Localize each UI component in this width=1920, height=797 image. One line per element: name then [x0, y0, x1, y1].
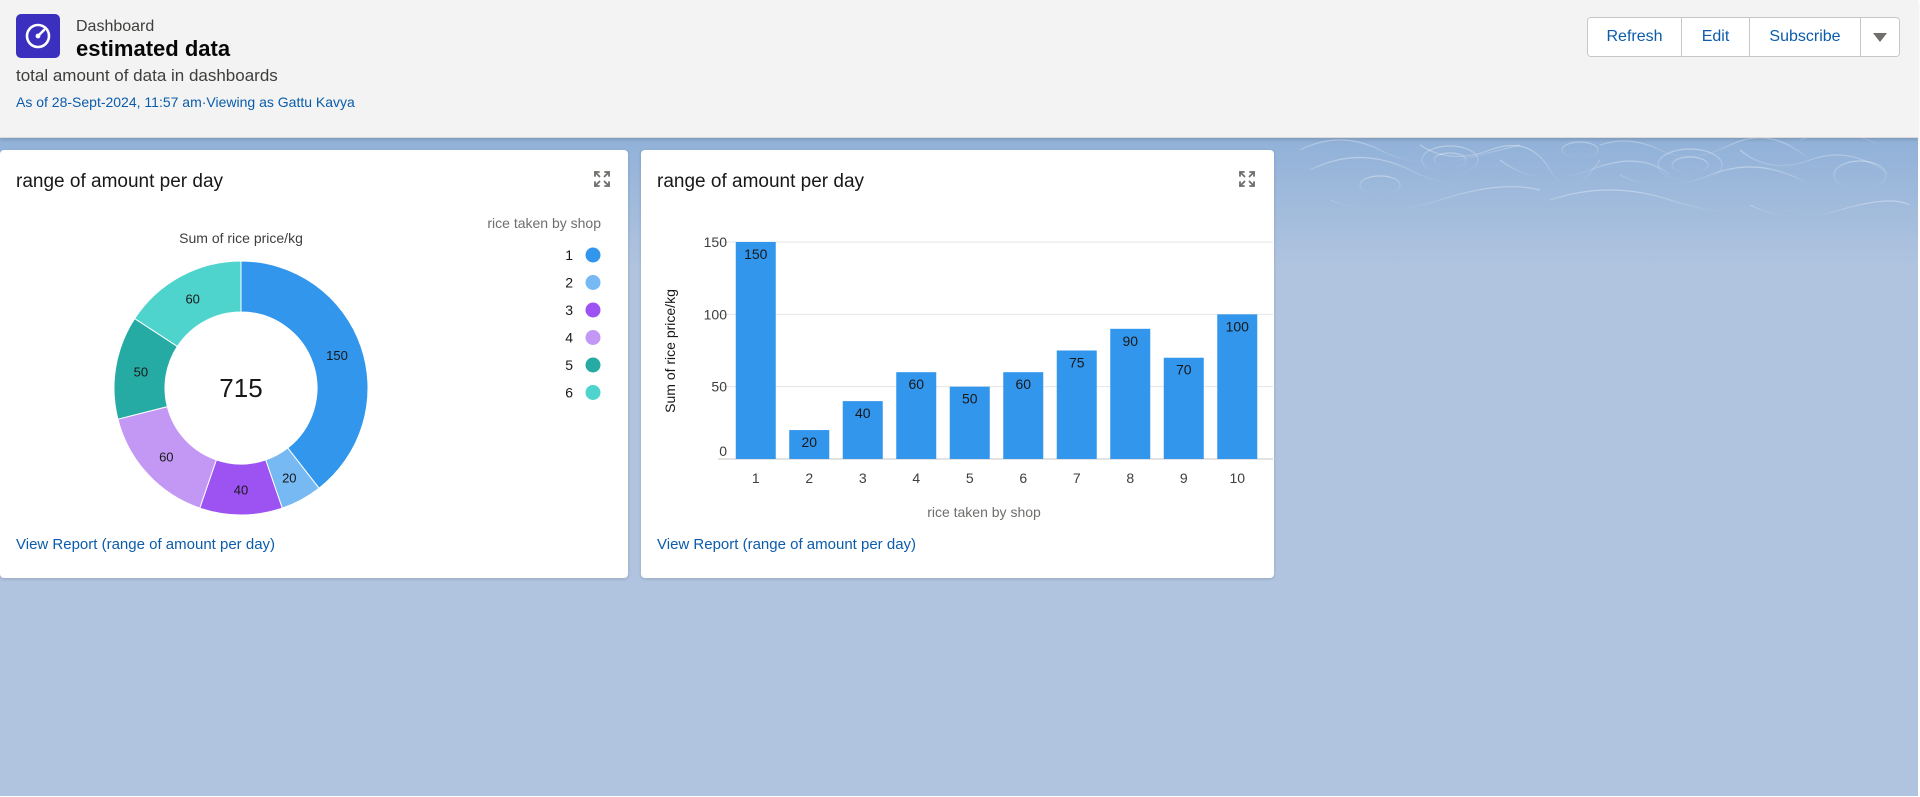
- x-tick-label: 4: [912, 470, 920, 486]
- bar-value-label: 150: [744, 246, 768, 262]
- legend-swatch[interactable]: [585, 302, 601, 318]
- bar-8[interactable]: [1110, 328, 1151, 459]
- more-actions-button[interactable]: [1861, 18, 1899, 56]
- slice-value-label: 60: [159, 450, 173, 465]
- expand-icon[interactable]: [1238, 170, 1256, 188]
- legend-swatch[interactable]: [585, 385, 601, 400]
- expand-icon[interactable]: [593, 170, 611, 188]
- x-tick-label: 2: [805, 470, 813, 486]
- bar-2[interactable]: [789, 430, 830, 459]
- bar-value-label: 70: [1176, 362, 1192, 378]
- dashboard-header: Dashboard estimated data total amount of…: [0, 0, 1918, 138]
- slice-value-label: 60: [185, 292, 199, 307]
- slice-value-label: 20: [282, 470, 296, 485]
- bar-1[interactable]: [735, 242, 776, 459]
- bar-10[interactable]: [1217, 314, 1258, 459]
- view-report-link[interactable]: View Report (range of amount per day): [16, 536, 276, 553]
- legend-item-label: 6: [565, 385, 573, 401]
- x-tick-label: 3: [859, 470, 867, 486]
- bar-4[interactable]: [896, 372, 937, 459]
- legend-swatch[interactable]: [585, 330, 601, 345]
- bar-value-label: 20: [801, 434, 817, 450]
- bar-7[interactable]: [1056, 350, 1097, 460]
- chevron-down-icon: [1873, 32, 1887, 42]
- bar-value-label: 50: [962, 391, 978, 407]
- y-axis-label: Sum of rice price/kg: [662, 289, 678, 413]
- edit-button[interactable]: Edit: [1682, 18, 1750, 56]
- dashboard-title: estimated data: [76, 36, 231, 61]
- y-tick-label: 150: [704, 234, 728, 250]
- donut-slice-1[interactable]: [240, 260, 369, 489]
- chart-legend: 1 2 3 4 5 6: [565, 247, 601, 401]
- legend-item-label: 4: [565, 330, 573, 346]
- y-tick-label: 50: [711, 379, 727, 395]
- x-tick-label: 8: [1126, 470, 1134, 486]
- legend-swatch[interactable]: [585, 275, 601, 290]
- bar-value-label: 100: [1226, 318, 1250, 334]
- x-tick-label: 10: [1229, 470, 1245, 486]
- object-type-label: Dashboard: [76, 18, 155, 35]
- bar-6[interactable]: [1003, 372, 1044, 459]
- x-tick-label: 1: [752, 470, 760, 486]
- bar-9[interactable]: [1163, 357, 1204, 459]
- bar-3[interactable]: [842, 401, 883, 459]
- legend-item-label: 2: [565, 275, 573, 291]
- bar-chart: 0 50 100 150 150 20 40 60 50 60 75 90 70 100 1 2 3 4 5 6 7…: [662, 234, 1273, 520]
- refresh-button[interactable]: Refresh: [1588, 18, 1682, 56]
- dashboard-component-donut: range of amount per day Sum of rice pric…: [0, 150, 628, 578]
- bar-value-label: 90: [1122, 333, 1138, 349]
- legend-item-label: 3: [565, 302, 573, 318]
- y-tick-label: 0: [719, 443, 727, 459]
- legend-title: rice taken by shop: [487, 215, 601, 231]
- component-title: range of amount per day: [657, 171, 865, 192]
- bar-value-label: 75: [1069, 355, 1085, 371]
- legend-swatch[interactable]: [585, 357, 601, 373]
- dashboard-description: total amount of data in dashboards: [16, 66, 278, 85]
- slice-value-label: 40: [234, 483, 248, 498]
- gauge-icon: [16, 14, 60, 58]
- legend-item-label: 5: [565, 357, 573, 373]
- legend-swatch[interactable]: [585, 247, 601, 263]
- x-tick-label: 6: [1019, 470, 1027, 486]
- dashboard-meta: As of 28-Sept-2024, 11:57 am·Viewing as …: [16, 94, 355, 110]
- bar-value-label: 60: [1015, 376, 1031, 392]
- legend-item-label: 1: [565, 247, 573, 263]
- x-tick-label: 7: [1073, 470, 1081, 486]
- component-title: range of amount per day: [16, 171, 224, 192]
- window-edge: [1918, 0, 1920, 797]
- meta-separator: ·: [201, 94, 207, 110]
- bar-value-label: 60: [908, 376, 924, 392]
- donut-total-label: 715: [219, 373, 262, 403]
- slice-value-label: 150: [326, 348, 348, 363]
- chart-title: Sum of rice price/kg: [179, 230, 303, 246]
- x-tick-label: 9: [1180, 470, 1188, 486]
- bar-value-label: 40: [855, 405, 871, 421]
- x-axis-label: rice taken by shop: [927, 504, 1041, 520]
- slice-value-label: 50: [134, 364, 148, 379]
- viewing-as-link[interactable]: Viewing as Gattu Kavya: [206, 94, 355, 110]
- subscribe-button[interactable]: Subscribe: [1750, 18, 1861, 56]
- dashboard-component-bar: range of amount per day 0 50 100 150 150 20 4…: [641, 150, 1274, 578]
- header-button-group: Refresh Edit Subscribe: [1587, 17, 1900, 57]
- view-report-link[interactable]: View Report (range of amount per day): [657, 536, 917, 553]
- y-tick-label: 100: [704, 306, 728, 322]
- donut-slice-6[interactable]: [133, 260, 242, 348]
- bar-5[interactable]: [949, 386, 990, 459]
- x-tick-label: 5: [966, 470, 974, 486]
- as-of-timestamp: As of 28-Sept-2024, 11:57 am: [16, 94, 202, 110]
- donut-chart: Sum of rice price/kg 150 20 40 60 50 60 715 r…: [113, 215, 601, 516]
